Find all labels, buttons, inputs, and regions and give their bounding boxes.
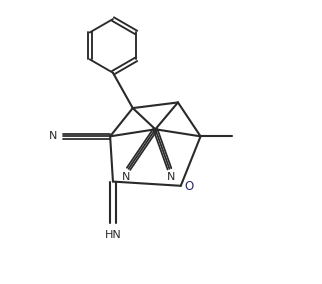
Text: O: O [185,180,194,193]
Text: N: N [167,172,175,182]
Text: N: N [122,172,131,182]
Text: HN: HN [105,230,121,240]
Text: N: N [49,131,57,141]
